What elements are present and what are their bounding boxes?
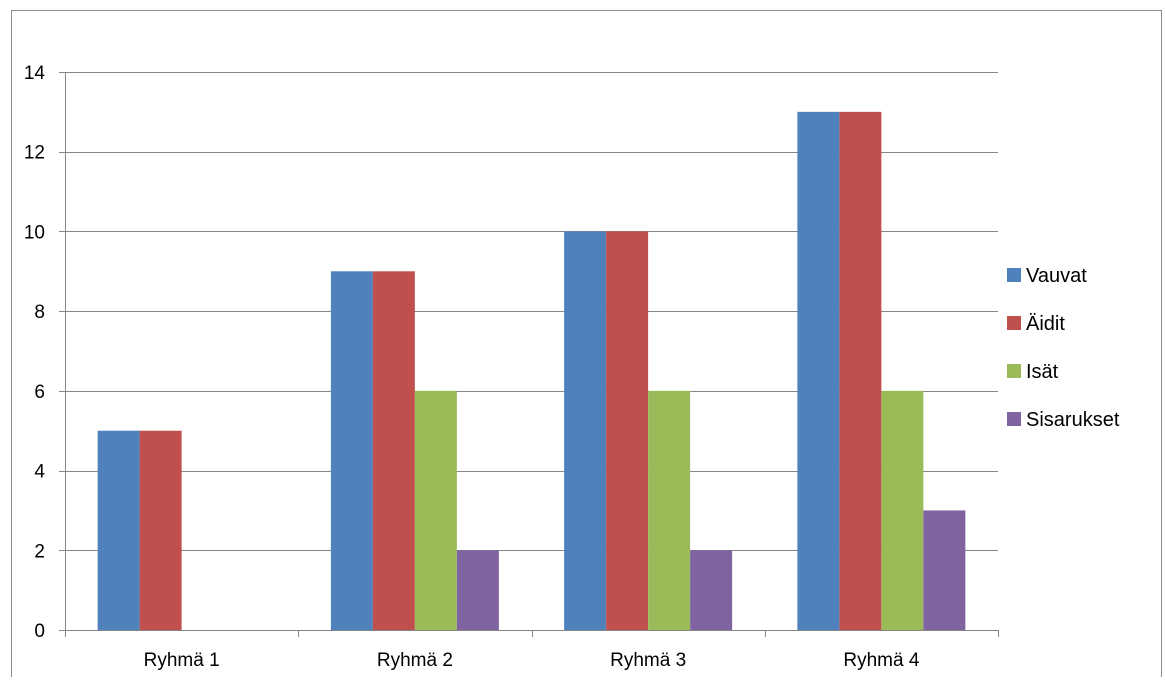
legend-swatch xyxy=(1007,316,1021,330)
bar-sisarukset xyxy=(690,550,733,630)
legend-label: Vauvat xyxy=(1026,265,1087,287)
bar-äidit xyxy=(139,430,182,630)
bar-sisarukset xyxy=(923,510,966,630)
y-tick-label: 12 xyxy=(24,143,45,164)
x-axis-tick-labels: Ryhmä 1 Ryhmä 2 Ryhmä 3 Ryhmä 4 xyxy=(144,650,920,671)
bar-sisarukset xyxy=(456,550,499,630)
bars xyxy=(97,111,966,631)
x-tick-label: Ryhmä 4 xyxy=(843,650,919,671)
bar-äidit xyxy=(839,111,882,631)
x-tick-label: Ryhmä 3 xyxy=(610,650,686,671)
axes xyxy=(65,72,999,637)
y-tick-label: 0 xyxy=(34,621,45,642)
bar-isät xyxy=(414,390,457,630)
y-tick-label: 10 xyxy=(24,222,45,243)
legend: Vauvat Äidit Isät Sisarukset xyxy=(1007,265,1120,431)
x-tick-label: Ryhmä 1 xyxy=(144,650,220,671)
legend-swatch xyxy=(1007,412,1021,426)
bar-vauvat xyxy=(97,430,140,630)
y-tick-label: 2 xyxy=(34,541,45,562)
x-tick-label: Ryhmä 2 xyxy=(377,650,453,671)
y-axis-tick-labels: 0 2 4 6 8 10 12 14 xyxy=(24,63,46,642)
legend-swatch xyxy=(1007,268,1021,282)
bar-vauvat xyxy=(564,231,607,630)
y-tick-label: 14 xyxy=(24,63,46,84)
legend-label: Sisarukset xyxy=(1026,409,1120,431)
y-tick-label: 4 xyxy=(34,462,45,483)
legend-label: Isät xyxy=(1026,361,1059,383)
bar-äidit xyxy=(372,271,415,630)
y-tick-label: 6 xyxy=(34,382,45,403)
bar-isät xyxy=(881,390,924,630)
legend-swatch xyxy=(1007,364,1021,378)
y-tick-label: 8 xyxy=(34,302,45,323)
bar-äidit xyxy=(606,231,649,630)
legend-label: Äidit xyxy=(1026,313,1065,335)
bar-vauvat xyxy=(330,271,373,630)
bar-vauvat xyxy=(797,111,840,631)
bar-isät xyxy=(648,390,691,630)
